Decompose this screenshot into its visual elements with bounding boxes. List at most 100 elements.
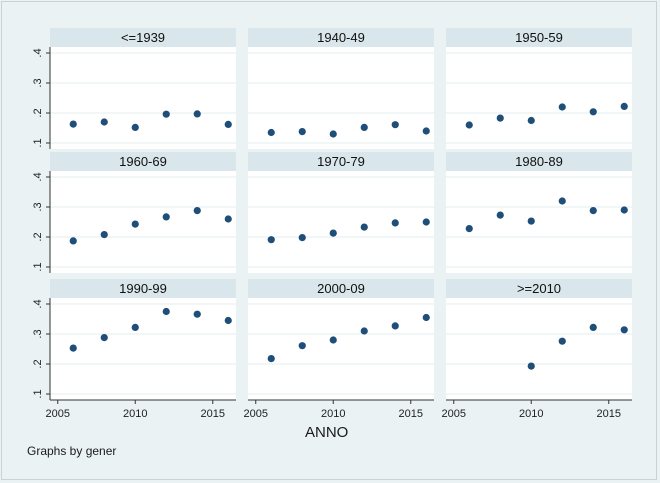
x-tick-label: 2015 xyxy=(399,408,423,420)
panel-strip xyxy=(248,28,434,47)
data-point xyxy=(298,128,306,136)
panel-title: 1990-99 xyxy=(119,281,167,296)
data-point xyxy=(391,121,399,129)
panel-plot-area xyxy=(50,171,236,273)
data-point xyxy=(620,102,628,110)
y-tick-label: .2 xyxy=(32,232,44,241)
data-point xyxy=(162,110,170,118)
data-point xyxy=(329,130,337,138)
x-tick-label: 2010 xyxy=(519,408,543,420)
data-point xyxy=(193,207,201,215)
panel-plot-area xyxy=(446,47,632,149)
data-point xyxy=(422,127,430,135)
panel-title: <=1939 xyxy=(121,30,165,45)
panel-title: 1960-69 xyxy=(119,154,167,169)
data-point xyxy=(329,336,337,344)
panel-strip xyxy=(446,152,632,171)
data-point xyxy=(360,223,368,231)
panel-strip xyxy=(50,28,236,47)
data-point xyxy=(589,207,597,215)
data-point xyxy=(620,206,628,214)
data-point xyxy=(100,231,108,239)
data-point xyxy=(465,225,473,233)
data-point xyxy=(589,108,597,116)
panel-title: 1940-49 xyxy=(317,30,365,45)
panel-plot-area xyxy=(50,47,236,149)
data-point xyxy=(298,342,306,350)
panel-strip xyxy=(248,152,434,171)
data-point xyxy=(193,310,201,318)
panel-plot-area xyxy=(50,298,236,400)
data-point xyxy=(558,197,566,205)
panel-plot-area xyxy=(446,298,632,400)
panel-title: >=2010 xyxy=(517,281,561,296)
data-point xyxy=(267,236,275,244)
panel-plot-area xyxy=(248,298,434,400)
panel-title: 1950-59 xyxy=(515,30,563,45)
x-axis-title: ANNO xyxy=(305,424,349,441)
data-point xyxy=(224,120,232,128)
data-point xyxy=(224,316,232,325)
panel-title: 1970-79 xyxy=(317,154,365,169)
y-tick-label: .3 xyxy=(32,78,44,87)
data-point xyxy=(329,229,337,237)
panel-plot-area xyxy=(248,47,434,149)
data-point xyxy=(558,337,566,345)
data-point xyxy=(162,307,170,316)
y-tick-label: .1 xyxy=(32,138,44,147)
data-point xyxy=(162,213,170,221)
data-point xyxy=(527,116,535,125)
data-point xyxy=(131,220,139,228)
data-point xyxy=(131,123,139,131)
data-point xyxy=(69,237,77,245)
x-tick-label: 2010 xyxy=(321,408,345,420)
y-tick-label: .1 xyxy=(32,389,44,398)
data-point xyxy=(558,103,566,111)
data-point xyxy=(69,120,77,128)
data-point xyxy=(298,234,306,242)
x-tick-label: 2005 xyxy=(46,408,70,420)
data-point xyxy=(193,110,201,118)
data-point xyxy=(620,326,628,334)
data-point xyxy=(267,128,275,137)
y-tick-label: .2 xyxy=(32,359,44,368)
data-point xyxy=(422,218,430,226)
data-point xyxy=(391,219,399,227)
panel-strip xyxy=(50,279,236,298)
data-point xyxy=(422,313,430,322)
data-point xyxy=(465,121,473,129)
y-tick-label: .3 xyxy=(32,202,44,211)
panel-plot-area xyxy=(248,171,434,273)
data-point xyxy=(360,327,368,335)
x-tick-label: 2015 xyxy=(201,408,225,420)
panel-strip xyxy=(446,279,632,298)
y-tick-label: .4 xyxy=(32,48,44,57)
data-point xyxy=(527,217,535,225)
panel-strip xyxy=(446,28,632,47)
panel-plot-area xyxy=(446,171,632,273)
x-tick-label: 2005 xyxy=(442,408,466,420)
data-point xyxy=(496,211,504,219)
y-tick-label: .2 xyxy=(32,108,44,117)
data-point xyxy=(69,344,77,352)
data-point xyxy=(131,323,139,331)
data-point xyxy=(267,355,275,363)
data-point xyxy=(224,215,232,223)
y-tick-label: .1 xyxy=(32,262,44,271)
data-point xyxy=(360,123,368,131)
panel-title: 1980-89 xyxy=(515,154,563,169)
x-tick-label: 2005 xyxy=(244,408,268,420)
data-point xyxy=(527,362,535,370)
panel-strip xyxy=(50,152,236,171)
data-point xyxy=(391,322,399,330)
y-tick-label: .4 xyxy=(32,172,44,181)
data-point xyxy=(589,323,597,331)
panel-strip xyxy=(248,279,434,298)
by-variable-note: Graphs by gener xyxy=(27,444,117,458)
y-tick-label: .4 xyxy=(32,299,44,308)
data-point xyxy=(496,114,504,122)
data-point xyxy=(100,334,108,342)
data-point xyxy=(100,118,108,126)
